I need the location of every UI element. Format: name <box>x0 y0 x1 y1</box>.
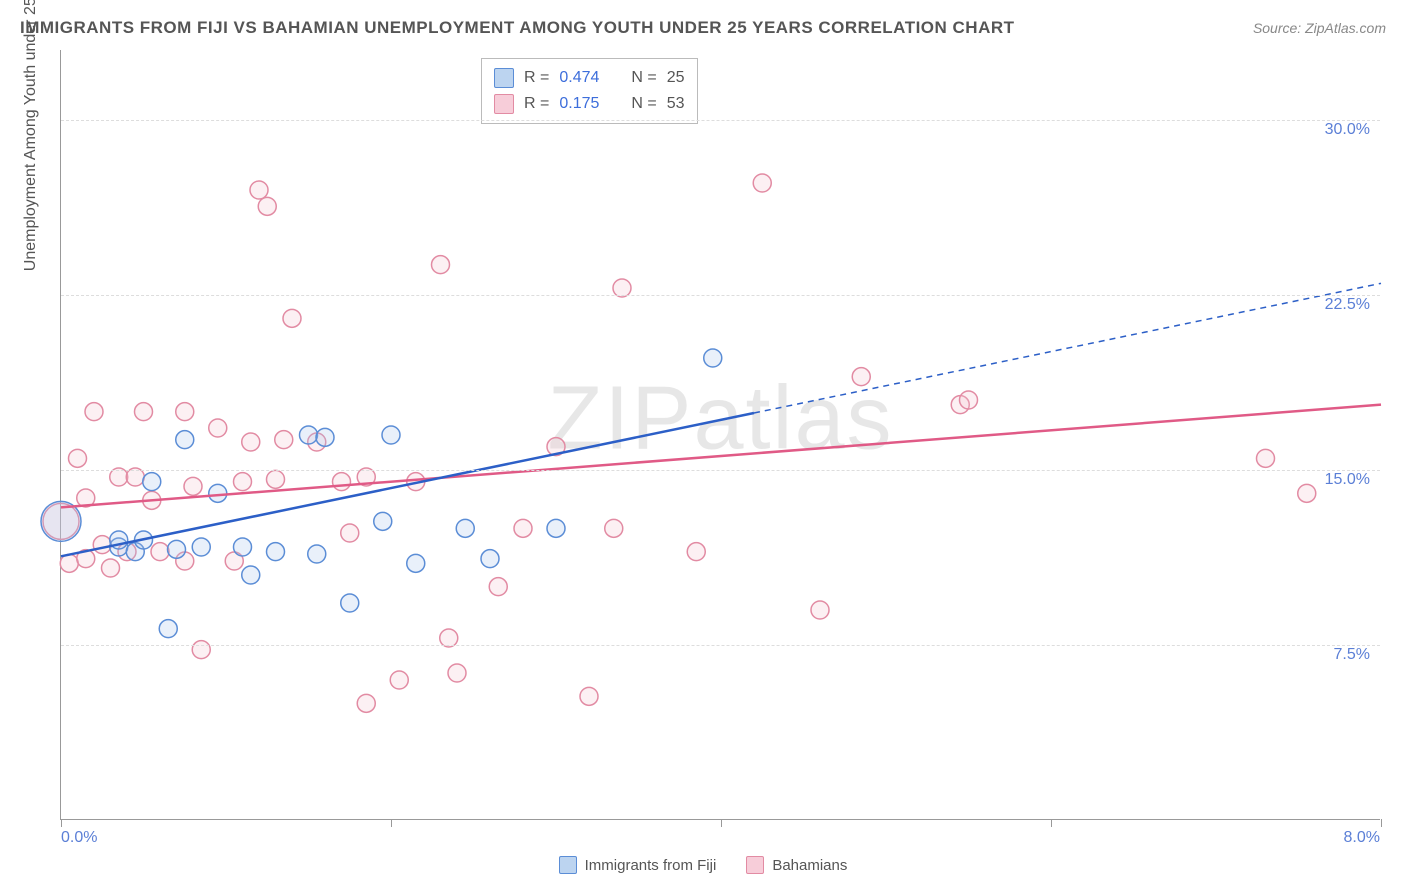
gridline <box>61 120 1380 121</box>
x-tick <box>1381 819 1382 827</box>
data-point <box>258 197 276 215</box>
data-point <box>960 391 978 409</box>
data-point <box>267 543 285 561</box>
correlation-legend: R = 0.474 N = 25 R = 0.175 N = 53 <box>481 58 698 124</box>
data-point <box>341 524 359 542</box>
data-point <box>85 403 103 421</box>
legend-label-bahamians: Bahamians <box>772 857 847 874</box>
data-point <box>283 309 301 327</box>
data-point <box>357 694 375 712</box>
gridline <box>61 645 1380 646</box>
data-point <box>547 519 565 537</box>
data-point <box>275 431 293 449</box>
data-point <box>308 545 326 563</box>
y-tick-label: 7.5% <box>1334 646 1370 664</box>
series-legend: Immigrants from Fiji Bahamians <box>0 856 1406 874</box>
legend-row-fiji: R = 0.474 N = 25 <box>494 65 685 91</box>
bahamians-n-value: 53 <box>667 91 685 117</box>
data-point <box>300 426 318 444</box>
data-point <box>168 540 186 558</box>
data-point <box>456 519 474 537</box>
data-point <box>382 426 400 444</box>
data-point <box>234 538 252 556</box>
data-point <box>1257 449 1275 467</box>
data-point <box>341 594 359 612</box>
n-label: N = <box>631 65 656 91</box>
gridline <box>61 470 1380 471</box>
fiji-r-value: 0.474 <box>559 65 599 91</box>
data-point <box>267 470 285 488</box>
legend-swatch-fiji <box>559 856 577 874</box>
data-point <box>390 671 408 689</box>
gridline <box>61 295 1380 296</box>
data-point <box>811 601 829 619</box>
trend-line <box>61 413 754 556</box>
data-point <box>143 473 161 491</box>
x-tick <box>391 819 392 827</box>
data-point <box>704 349 722 367</box>
legend-item-bahamians: Bahamians <box>746 856 847 874</box>
source-label: Source: ZipAtlas.com <box>1253 20 1386 36</box>
data-point <box>514 519 532 537</box>
data-point <box>209 484 227 502</box>
x-axis-max-label: 8.0% <box>1344 829 1380 847</box>
data-point <box>102 559 120 577</box>
data-point <box>135 403 153 421</box>
data-point <box>242 433 260 451</box>
legend-label-fiji: Immigrants from Fiji <box>585 857 717 874</box>
data-point <box>580 687 598 705</box>
data-point <box>448 664 466 682</box>
data-point <box>407 554 425 572</box>
y-tick-label: 15.0% <box>1325 471 1370 489</box>
legend-item-fiji: Immigrants from Fiji <box>559 856 717 874</box>
data-point <box>852 368 870 386</box>
plot-area: ZIPatlas R = 0.474 N = 25 R = 0.175 N = … <box>60 50 1380 820</box>
data-point <box>432 256 450 274</box>
data-point <box>159 620 177 638</box>
data-point <box>250 181 268 199</box>
legend-row-bahamians: R = 0.175 N = 53 <box>494 91 685 117</box>
r-label: R = <box>524 91 549 117</box>
y-tick-label: 30.0% <box>1325 121 1370 139</box>
data-point <box>1298 484 1316 502</box>
data-point <box>374 512 392 530</box>
x-tick <box>61 819 62 827</box>
data-point <box>192 538 210 556</box>
trend-line-dashed <box>754 283 1381 413</box>
x-tick <box>1051 819 1052 827</box>
data-point <box>192 641 210 659</box>
data-point <box>234 473 252 491</box>
x-tick <box>721 819 722 827</box>
legend-swatch-fiji <box>494 68 514 88</box>
data-point <box>184 477 202 495</box>
bahamians-r-value: 0.175 <box>559 91 599 117</box>
data-point <box>176 431 194 449</box>
data-point <box>176 403 194 421</box>
r-label: R = <box>524 65 549 91</box>
chart-title: IMMIGRANTS FROM FIJI VS BAHAMIAN UNEMPLO… <box>20 18 1015 38</box>
data-point <box>753 174 771 192</box>
fiji-n-value: 25 <box>667 65 685 91</box>
legend-swatch-bahamians <box>494 94 514 114</box>
y-axis-title: Unemployment Among Youth under 25 years <box>22 0 40 271</box>
chart-svg <box>61 50 1380 819</box>
x-axis-min-label: 0.0% <box>61 829 97 847</box>
legend-swatch-bahamians <box>746 856 764 874</box>
n-label: N = <box>631 91 656 117</box>
y-tick-label: 22.5% <box>1325 296 1370 314</box>
data-point <box>605 519 623 537</box>
data-point <box>242 566 260 584</box>
data-point <box>93 536 111 554</box>
data-point <box>316 428 334 446</box>
data-point <box>69 449 87 467</box>
data-point <box>151 543 169 561</box>
data-point <box>333 473 351 491</box>
data-point <box>209 419 227 437</box>
data-point <box>489 578 507 596</box>
data-point <box>481 550 499 568</box>
data-point <box>687 543 705 561</box>
